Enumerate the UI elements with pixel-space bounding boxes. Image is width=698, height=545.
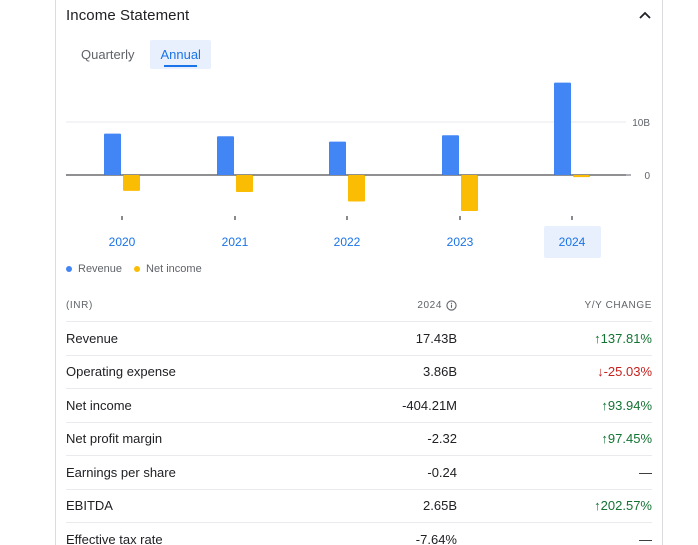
arrow-up-icon: ↑ — [601, 397, 608, 413]
legend-revenue: Revenue — [66, 263, 122, 275]
header-year: 2024 — [336, 300, 457, 311]
revenue-bar — [104, 133, 121, 175]
table-header: (INR) 2024 Y/Y CHANGE — [66, 290, 652, 322]
header-currency: (INR) — [66, 300, 93, 311]
legend-revenue-label: Revenue — [78, 263, 123, 275]
net-income-bar — [123, 175, 140, 191]
row-change-value: -25.03% — [603, 364, 652, 380]
legend-net-income-dot — [134, 266, 141, 272]
net-income-bar — [461, 175, 478, 212]
selected-year-highlight — [544, 226, 601, 258]
table-row: Net profit margin -2.32 ↑97.45% — [66, 423, 652, 456]
x-tick-label-2020: 2020 — [109, 235, 136, 249]
row-change-value: 202.57% — [600, 498, 652, 514]
table-row: Net income -404.21M ↑93.94% — [66, 389, 652, 423]
table-row: EBITDA 2.65B ↑202.57% — [66, 490, 652, 523]
legend-net-income-label: Net income — [146, 263, 202, 275]
card-header: Income Statement — [66, 5, 652, 25]
x-tick-label-2021: 2021 — [222, 235, 249, 249]
table-body: Revenue 17.43B ↑137.81% Operating expense 3.… — [66, 322, 652, 545]
revenue-bar — [329, 141, 346, 175]
row-change: — — [457, 465, 652, 480]
row-label: Net profit margin — [66, 431, 163, 447]
table-row: Earnings per share -0.24 — — [66, 456, 652, 490]
arrow-up-icon: ↑ — [594, 498, 601, 514]
chart-legend: Revenue Net income — [66, 263, 202, 275]
table-row: Revenue 17.43B ↑137.81% — [66, 322, 652, 356]
row-value: -0.24 — [427, 464, 457, 480]
income-chart: 10B 0 2020 2021 2022 2023 2024 — [66, 82, 650, 258]
row-change: ↑93.94% — [457, 398, 652, 413]
period-tabs: Quarterly Annual — [71, 40, 211, 69]
net-income-bar — [573, 175, 590, 178]
revenue-bar — [217, 136, 234, 175]
arrow-down-icon: ↓ — [597, 364, 604, 380]
tab-quarterly[interactable]: Quarterly — [81, 47, 135, 62]
row-value: 2.65B — [423, 498, 457, 514]
row-label: Net income — [66, 397, 132, 413]
tab-annual[interactable]: Annual — [150, 40, 211, 69]
row-value: -7.64% — [415, 531, 457, 545]
header-yoy-change: Y/Y CHANGE — [584, 300, 652, 311]
net-income-bar — [348, 175, 365, 202]
row-change-value: 97.45% — [607, 431, 652, 447]
revenue-bar — [554, 82, 571, 175]
collapse-chevron-up-icon[interactable] — [638, 8, 652, 22]
revenue-bar — [442, 135, 459, 175]
row-change-value: — — [639, 531, 652, 545]
row-change: ↑202.57% — [457, 498, 652, 513]
card-title: Income Statement — [66, 6, 190, 24]
x-tick-label-2022: 2022 — [334, 235, 361, 249]
row-label: Operating expense — [66, 364, 176, 380]
row-label: Revenue — [66, 330, 119, 346]
row-change: ↑137.81% — [457, 331, 652, 346]
row-value: 17.43B — [415, 330, 457, 346]
net-income-bar — [236, 175, 253, 192]
y-tick-label: 0 — [644, 171, 650, 182]
x-tick-label-2023: 2023 — [447, 235, 474, 249]
info-icon[interactable] — [446, 300, 457, 311]
header-year-label: 2024 — [417, 300, 442, 311]
row-change: ↓-25.03% — [457, 364, 652, 379]
income-statement-card: Income Statement Quarterly Annual 10B 0 20… — [55, 0, 663, 545]
row-value: -404.21M — [402, 397, 457, 413]
arrow-up-icon: ↑ — [594, 330, 601, 346]
arrow-up-icon: ↑ — [601, 431, 608, 447]
row-label: EBITDA — [66, 498, 113, 514]
row-change-value: 137.81% — [600, 330, 652, 346]
row-change-value: 93.94% — [607, 397, 652, 413]
table-row: Effective tax rate -7.64% — — [66, 523, 652, 545]
table-row: Operating expense 3.86B ↓-25.03% — [66, 356, 652, 389]
row-value: 3.86B — [423, 364, 457, 380]
row-value: -2.32 — [427, 431, 457, 447]
row-change: ↑97.45% — [457, 431, 652, 446]
x-tick-label-2024: 2024 — [559, 235, 586, 249]
row-change-value: — — [639, 464, 652, 480]
row-change: — — [457, 532, 652, 545]
row-label: Effective tax rate — [66, 531, 163, 545]
income-table: (INR) 2024 Y/Y CHANGE Revenue 17.43B ↑137.… — [66, 290, 652, 545]
row-label: Earnings per share — [66, 464, 176, 480]
y-tick-label: 10B — [632, 118, 650, 129]
legend-net-income: Net income — [134, 263, 202, 275]
legend-revenue-dot — [66, 266, 72, 272]
